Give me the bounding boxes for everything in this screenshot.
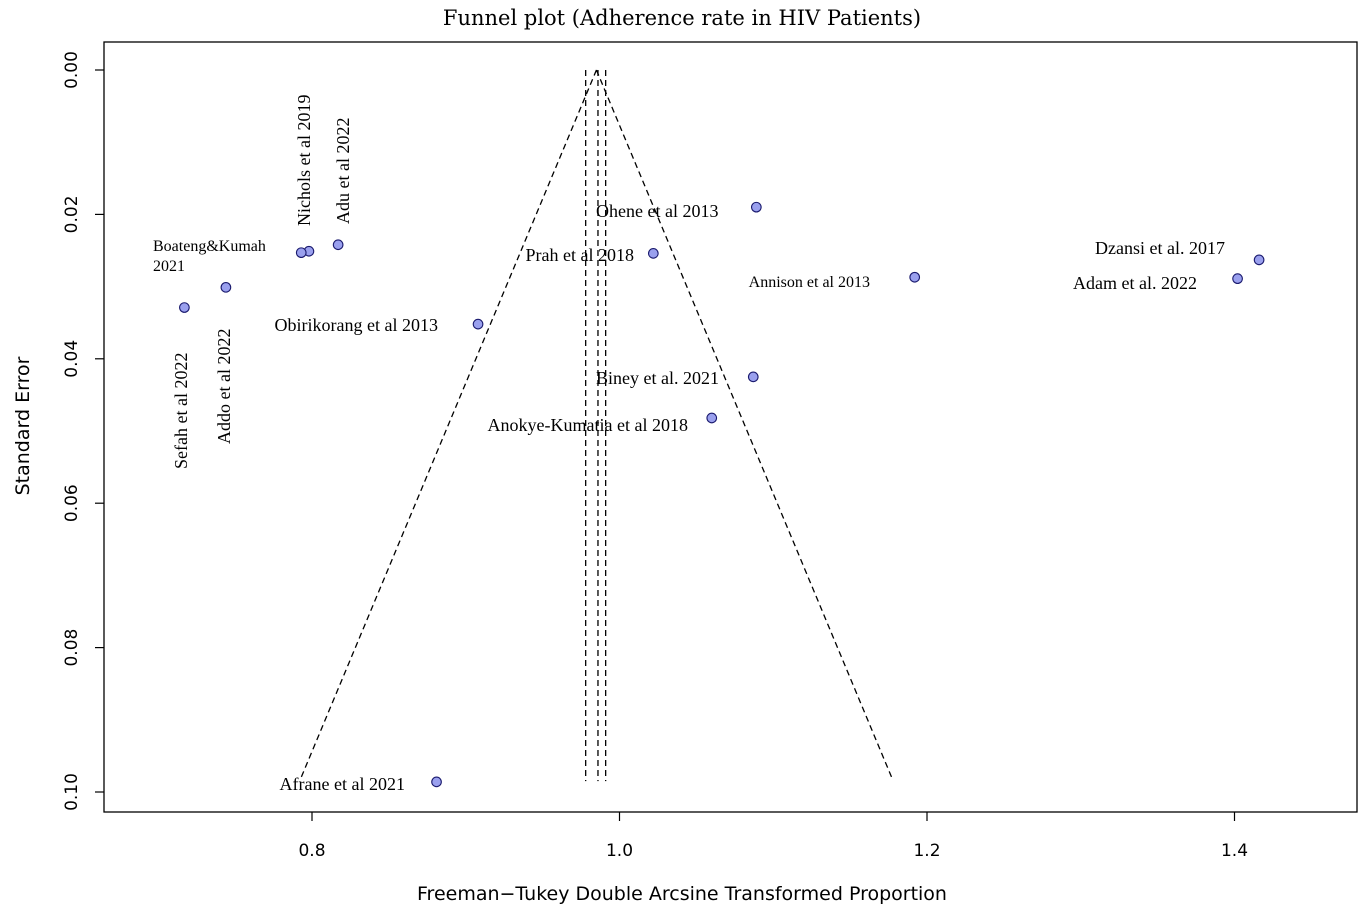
x-tick-label-3: 1.4 <box>1221 841 1248 861</box>
study-point-9 <box>1253 254 1265 266</box>
funnel-right-line <box>595 69 893 778</box>
label-nichols-2019: Nichols et al 2019 <box>294 95 314 226</box>
label-afrane-2021: Afrane et al 2021 <box>280 774 405 794</box>
y-tick-label-0: 0.00 <box>62 51 82 89</box>
funnel-lines <box>300 69 893 782</box>
label-adam-2022: Adam et al. 2022 <box>1073 273 1197 293</box>
study-points <box>179 201 1265 788</box>
study-point-5 <box>472 318 484 330</box>
label-biney-2021: Biney et al. 2021 <box>596 368 719 388</box>
label-boateng-kumah-line2: 2021 <box>153 258 185 275</box>
study-point-4 <box>220 281 232 293</box>
study-point-11 <box>747 371 759 383</box>
plot-frame <box>103 41 1358 813</box>
study-point-3 <box>179 302 190 313</box>
y-tick-label-1: 0.02 <box>62 195 82 233</box>
study-point-8 <box>909 271 921 283</box>
label-adu-2022: Adu et al 2022 <box>333 118 353 224</box>
label-prah-2018: Prah et al 2018 <box>526 245 634 265</box>
y-axis: 0.00 0.02 0.04 0.06 0.08 0.10 <box>62 51 104 811</box>
funnel-left-line <box>300 69 598 778</box>
study-point-10 <box>1232 273 1243 285</box>
study-point-2 <box>295 247 307 259</box>
study-point-12 <box>706 412 718 424</box>
x-tick-label-0: 0.8 <box>298 841 325 861</box>
label-dzansi-2017: Dzansi et al. 2017 <box>1095 238 1225 258</box>
y-tick-label-5: 0.10 <box>62 773 82 811</box>
y-axis-title: Standard Error <box>12 356 34 495</box>
y-tick-label-3: 0.06 <box>62 484 82 522</box>
study-point-7 <box>647 248 659 259</box>
study-labels: Nichols et al 2019 Adu et al 2022 Boaten… <box>153 95 1225 794</box>
label-ohene-2013: Ohene et al 2013 <box>596 201 718 221</box>
x-tick-label-1: 1.0 <box>606 841 633 861</box>
x-axis-title: Freeman−Tukey Double Arcsine Transformed… <box>417 883 947 905</box>
label-obirikorang-2013: Obirikorang et al 2013 <box>275 315 438 335</box>
x-tick-label-2: 1.2 <box>913 841 940 861</box>
y-tick-label-4: 0.08 <box>62 629 82 667</box>
label-boateng-kumah-line1: Boateng&Kumah <box>153 238 266 255</box>
y-tick-label-2: 0.04 <box>62 340 82 378</box>
label-anokye-kumatia-2018: Anokye-Kumatia et al 2018 <box>488 415 688 435</box>
study-point-13 <box>431 776 442 788</box>
x-axis: 0.8 1.0 1.2 1.4 <box>298 812 1248 861</box>
label-addo-2022: Addo et al 2022 <box>214 329 234 444</box>
label-sefah-2022: Sefah et al 2022 <box>171 353 191 469</box>
study-point-1 <box>332 239 344 251</box>
chart-title: Funnel plot (Adherence rate in HIV Patie… <box>443 6 921 30</box>
study-point-6 <box>750 201 762 213</box>
label-annison-2013: Annison et al 2013 <box>749 274 870 291</box>
